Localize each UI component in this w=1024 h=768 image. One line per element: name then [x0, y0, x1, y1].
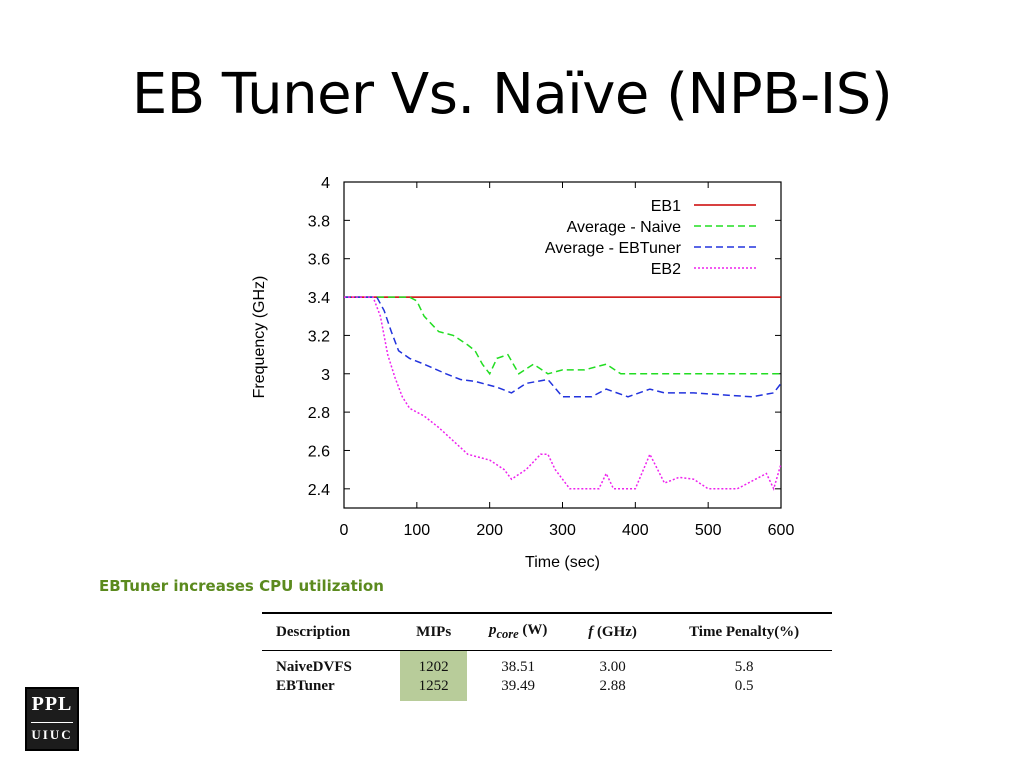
plot-frame: [343, 181, 782, 509]
frequency-chart: 2.4 2.6 2.8 3 3.2 3.4 3.6 3.8 4 0 100 200 300 400 500 6…: [251, 175, 795, 571]
cell-frequency: 3.00: [599, 659, 626, 675]
legend-label: Average - EBTuner: [545, 240, 682, 257]
y-tick-label: 3.4: [308, 290, 330, 307]
y-tick-label: 3.8: [308, 213, 330, 230]
slide-title: EB Tuner Vs. Naïve (NPB-IS): [131, 62, 893, 127]
y-tick-label: 2.4: [308, 482, 330, 499]
cell-frequency: 2.88: [599, 678, 626, 694]
x-tick-label: 500: [695, 522, 722, 539]
table-row: EBTuner 1252 39.49 2.88 0.5: [262, 677, 832, 701]
legend-label: EB1: [651, 198, 681, 215]
y-tick-label: 2.6: [308, 443, 330, 460]
series-line-average-naive: [344, 296, 781, 376]
logo-divider: [31, 722, 73, 723]
cell-time-penalty: 0.5: [734, 678, 754, 694]
y-tick-label: 4: [321, 175, 330, 192]
cell-power: 39.49: [501, 678, 536, 694]
header-mips: MIPs: [416, 623, 452, 640]
legend-label: Average - Naive: [567, 219, 682, 236]
y-axis-label: Frequency (GHz): [251, 276, 268, 399]
x-tick-label: 200: [476, 522, 503, 539]
cell-mips: 1202: [399, 650, 468, 677]
table-row: NaiveDVFS 1202 38.51 3.00 5.8: [262, 650, 832, 677]
table-header-row: Description MIPs pcore (W) f (GHz) Time …: [262, 613, 832, 651]
y-tick-label: 3.6: [308, 252, 330, 269]
x-tick-label: 0: [340, 522, 349, 539]
x-axis-label: Time (sec): [525, 554, 600, 571]
cell-mips: 1252: [399, 677, 468, 701]
x-tick-label: 300: [549, 522, 576, 539]
legend-label: EB2: [651, 261, 681, 278]
header-power: pcore (W): [488, 622, 548, 641]
header-frequency: f (GHz): [588, 623, 637, 640]
cell-description: EBTuner: [276, 678, 335, 694]
logo-text-bottom: UIUC: [31, 727, 73, 742]
header-description: Description: [276, 623, 351, 640]
caption: EBTuner increases CPU utilization: [99, 577, 384, 595]
series-line-eb2: [344, 296, 782, 491]
series-line-average-ebtuner: [344, 296, 782, 398]
x-tick-label: 400: [622, 522, 649, 539]
y-tick-label: 3: [321, 367, 330, 384]
cell-time-penalty: 5.8: [734, 659, 754, 675]
cell-power: 38.51: [501, 659, 536, 675]
cell-description: NaiveDVFS: [276, 659, 352, 675]
x-tick-label: 600: [768, 522, 795, 539]
logo-text-top: PPL: [31, 693, 73, 715]
header-time-penalty: Time Penalty(%): [689, 623, 800, 640]
results-table: Description MIPs pcore (W) f (GHz) Time …: [262, 612, 832, 701]
x-tick-label: 100: [403, 522, 430, 539]
y-tick-label: 2.8: [308, 405, 330, 422]
y-tick-label: 3.2: [308, 328, 330, 345]
ppl-uiuc-logo: PPL UIUC: [25, 687, 79, 751]
